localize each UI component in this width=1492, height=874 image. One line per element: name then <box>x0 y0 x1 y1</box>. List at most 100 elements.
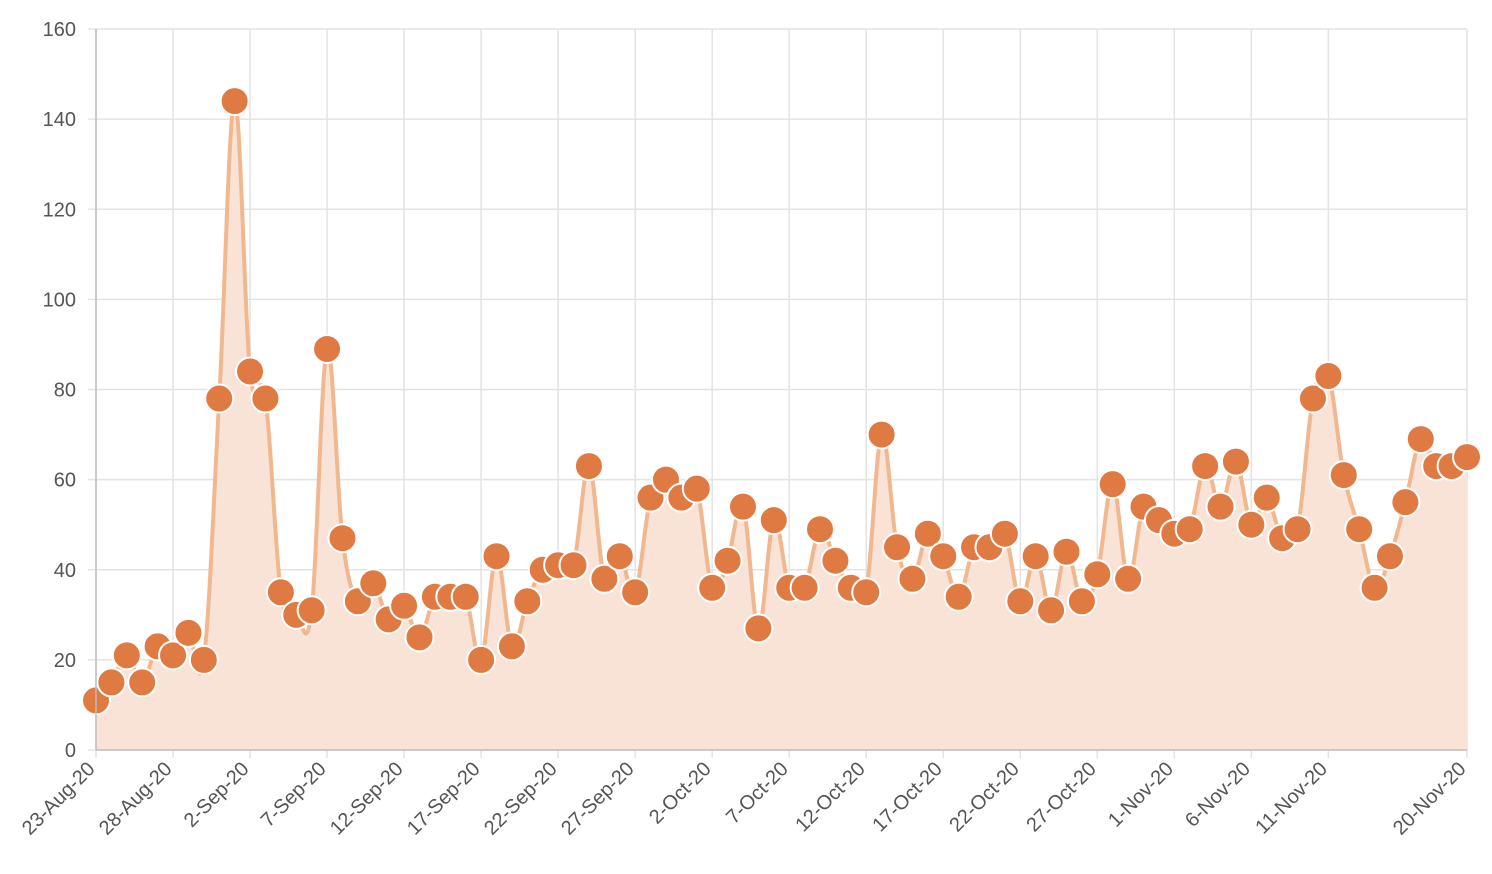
data-point <box>466 644 497 675</box>
data-point <box>1251 482 1282 513</box>
data-point <box>866 419 897 450</box>
y-tick-label: 60 <box>54 470 76 492</box>
data-point <box>296 595 327 626</box>
y-tick-label: 20 <box>54 650 76 672</box>
data-point <box>173 617 204 648</box>
data-point <box>1220 446 1251 477</box>
data-point <box>1190 451 1221 482</box>
y-tick-label: 160 <box>43 19 76 41</box>
data-point <box>712 545 743 576</box>
data-point <box>1174 514 1205 545</box>
data-point <box>1097 469 1128 500</box>
data-point <box>1405 424 1436 455</box>
data-point <box>1113 563 1144 594</box>
x-tick-label: 17-Sep-20 <box>403 758 485 840</box>
data-point <box>1344 514 1375 545</box>
data-point <box>882 532 913 563</box>
x-tick-label: 20-Nov-20 <box>1389 758 1471 840</box>
data-point <box>727 491 758 522</box>
data-point <box>1236 509 1267 540</box>
data-point <box>758 505 789 536</box>
data-point <box>111 640 142 671</box>
x-tick-label: 27-Sep-20 <box>557 758 639 840</box>
data-point <box>573 451 604 482</box>
data-point <box>989 518 1020 549</box>
data-point <box>620 577 651 608</box>
data-point <box>604 541 635 572</box>
y-tick-label: 120 <box>43 199 76 221</box>
data-point <box>219 86 250 117</box>
x-tick-label: 22-Oct-20 <box>945 758 1023 836</box>
data-point <box>1282 514 1313 545</box>
x-tick-label: 7-Sep-20 <box>257 758 331 832</box>
x-tick-label: 11-Nov-20 <box>1251 758 1332 839</box>
x-tick-label: 12-Sep-20 <box>326 758 408 840</box>
data-point <box>928 541 959 572</box>
y-tick-label: 80 <box>54 380 76 402</box>
data-point <box>1066 586 1097 617</box>
data-point <box>327 523 358 554</box>
data-point <box>250 383 281 414</box>
data-point <box>897 563 928 594</box>
data-point <box>1051 536 1082 567</box>
data-point <box>481 541 512 572</box>
data-points <box>81 86 1482 716</box>
data-point <box>912 518 943 549</box>
data-point <box>265 577 296 608</box>
data-point <box>1313 360 1344 391</box>
data-point <box>820 545 851 576</box>
data-point <box>188 644 219 675</box>
data-point <box>1005 586 1036 617</box>
y-axis-tick-labels: 0 20 40 60 80 100 120 140 160 <box>43 19 76 762</box>
x-tick-label: 28-Aug-20 <box>95 758 177 840</box>
data-point <box>1328 460 1359 491</box>
data-point <box>943 581 974 612</box>
data-point <box>1205 491 1236 522</box>
data-point <box>1359 572 1390 603</box>
y-tick-label: 40 <box>54 560 76 582</box>
data-point <box>204 383 235 414</box>
data-point <box>1452 442 1482 473</box>
data-point <box>789 572 820 603</box>
data-point <box>127 667 158 698</box>
x-tick-label: 27-Oct-20 <box>1022 758 1100 836</box>
data-point <box>681 473 712 504</box>
y-tick-label: 140 <box>43 109 76 131</box>
data-point <box>589 563 620 594</box>
data-point <box>1390 487 1421 518</box>
data-point <box>389 590 420 621</box>
y-tick-label: 100 <box>43 289 76 311</box>
x-tick-label: 2-Oct-20 <box>645 758 716 829</box>
data-point <box>404 622 435 653</box>
data-point <box>496 631 527 662</box>
area-fill <box>96 101 1467 750</box>
data-point <box>96 667 127 698</box>
data-point <box>851 577 882 608</box>
data-point <box>312 333 343 364</box>
x-tick-label: 7-Oct-20 <box>722 758 793 829</box>
x-tick-label: 12-Oct-20 <box>791 758 869 836</box>
x-tick-label: 23-Aug-20 <box>18 758 100 840</box>
data-point <box>450 581 481 612</box>
data-point <box>805 514 836 545</box>
data-point <box>697 572 728 603</box>
x-tick-label: 2-Sep-20 <box>180 758 254 832</box>
data-point <box>743 613 774 644</box>
data-point <box>235 356 266 387</box>
x-tick-label: 6-Nov-20 <box>1181 758 1255 832</box>
data-point <box>1020 541 1051 572</box>
y-tick-label: 0 <box>65 740 76 762</box>
x-tick-label: 17-Oct-20 <box>868 758 946 836</box>
data-point <box>358 568 389 599</box>
x-tick-label: 1-Nov-20 <box>1104 758 1178 832</box>
data-point <box>158 640 189 671</box>
data-point <box>1036 595 1067 626</box>
data-point <box>512 586 543 617</box>
data-point <box>1297 383 1328 414</box>
x-tick-label: 22-Sep-20 <box>480 758 562 840</box>
data-point <box>558 550 589 581</box>
data-point <box>1082 559 1113 590</box>
data-point <box>1374 541 1405 572</box>
